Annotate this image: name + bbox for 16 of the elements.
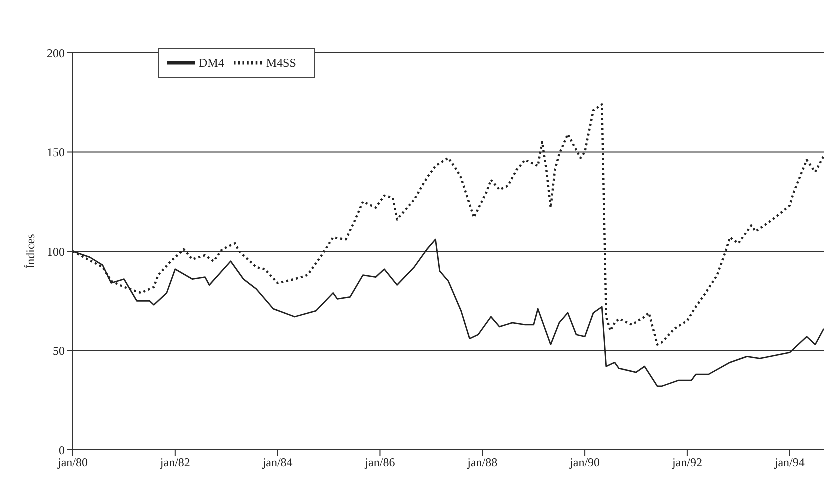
x-tick-label: jan/84: [262, 456, 293, 470]
x-tick-label: jan/88: [466, 456, 498, 470]
y-tick-label: 100: [47, 244, 65, 259]
y-axis-title: Índices: [23, 234, 38, 269]
x-tick-label: jan/94: [774, 456, 805, 470]
x-tick-label: jan/90: [569, 456, 600, 470]
y-tick-label: 0: [59, 443, 65, 458]
x-tick-label: jan/86: [364, 456, 396, 470]
x-tick-label: jan/82: [159, 456, 190, 470]
legend-label: M4SS: [266, 56, 296, 70]
y-tick-label: 150: [47, 146, 65, 160]
x-tick-label: jan/92: [671, 456, 702, 470]
y-tick-label: 50: [53, 344, 65, 358]
x-tick-label: jan/80: [57, 456, 88, 470]
legend-label: DM4: [199, 56, 224, 70]
y-tick-label: 200: [47, 46, 65, 60]
